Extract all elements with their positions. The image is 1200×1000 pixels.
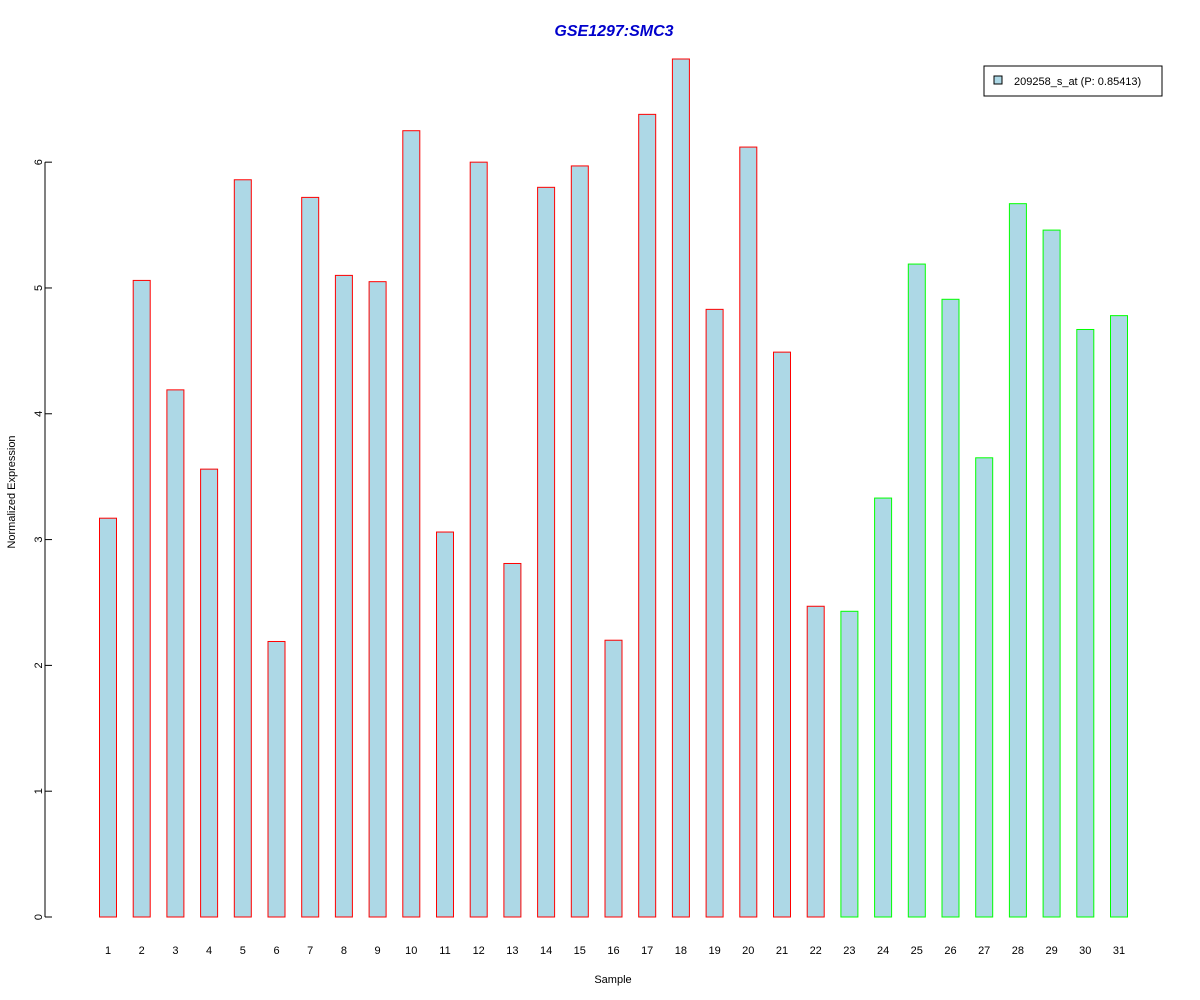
x-tick-label: 1 <box>105 945 111 957</box>
bar <box>436 531 454 918</box>
x-tick-label: 6 <box>273 945 279 957</box>
x-tick-label: 26 <box>944 945 956 957</box>
x-tick-label: 27 <box>978 945 990 957</box>
x-tick-label: 12 <box>473 945 485 957</box>
bar <box>233 179 252 918</box>
bar <box>705 308 724 918</box>
bar <box>907 263 926 918</box>
bar <box>132 279 151 918</box>
bar <box>570 165 589 918</box>
bar <box>334 274 353 918</box>
bar <box>1110 315 1128 918</box>
bar <box>671 58 690 918</box>
bar <box>301 196 320 918</box>
bar <box>402 130 421 918</box>
x-tick-label: 9 <box>375 945 381 957</box>
y-tick-label: 6 <box>33 159 45 165</box>
x-tick-label: 10 <box>405 945 417 957</box>
x-tick-label: 2 <box>139 945 145 957</box>
x-tick-label: 22 <box>810 945 822 957</box>
x-tick-label: 5 <box>240 945 246 957</box>
x-tick-label: 17 <box>641 945 653 957</box>
x-tick-label: 31 <box>1113 945 1125 957</box>
bar <box>1008 203 1027 918</box>
x-tick-label: 14 <box>540 945 552 957</box>
x-tick-label: 4 <box>206 945 212 957</box>
x-tick-label: 21 <box>776 945 788 957</box>
y-tick-label: 2 <box>33 662 45 668</box>
x-tick-label: 25 <box>911 945 923 957</box>
bar <box>806 605 825 918</box>
bar <box>503 562 522 918</box>
y-tick-label: 0 <box>33 914 45 920</box>
legend-swatch <box>993 75 1003 85</box>
bar <box>739 146 758 918</box>
x-tick-label: 8 <box>341 945 347 957</box>
x-tick-label: 15 <box>574 945 586 957</box>
y-axis-label: Normalized Expression <box>6 435 18 548</box>
x-tick-label: 29 <box>1045 945 1057 957</box>
bar <box>166 389 185 918</box>
bars <box>99 58 1128 918</box>
x-tick-label: 20 <box>742 945 754 957</box>
x-axis: 1 2 3 4 5 6 7 8 9 10 11 12 13 14 15 16 17 18 19 20 21 22 23 24 2… <box>105 945 1125 957</box>
bar <box>200 468 219 918</box>
bar <box>1042 229 1061 918</box>
x-axis-label: Sample <box>594 974 631 986</box>
y-tick-label: 5 <box>33 285 45 291</box>
x-tick-label: 11 <box>439 945 450 957</box>
bar <box>267 640 286 918</box>
legend-box <box>983 65 1163 97</box>
legend: 209258_s_at (P: 0.85413) <box>983 65 1163 97</box>
bar <box>874 497 893 918</box>
y-tick-label: 3 <box>33 537 45 543</box>
x-tick-label: 3 <box>172 945 178 957</box>
bar <box>537 186 556 918</box>
bar <box>469 161 488 918</box>
x-tick-label: 30 <box>1079 945 1091 957</box>
x-tick-label: 7 <box>307 945 313 957</box>
bar <box>638 113 657 918</box>
y-tick-label: 4 <box>33 411 45 417</box>
bar <box>1076 328 1095 918</box>
x-tick-label: 24 <box>877 945 889 957</box>
x-tick-label: 23 <box>843 945 855 957</box>
bar <box>604 639 623 918</box>
x-tick-label: 13 <box>506 945 518 957</box>
bar <box>773 351 791 918</box>
y-tick-label: 1 <box>33 788 45 794</box>
legend-label: 209258_s_at (P: 0.85413) <box>1014 76 1141 88</box>
chart-title: GSE1297:SMC3 <box>554 23 673 40</box>
bar <box>368 281 387 918</box>
bar <box>99 517 117 918</box>
x-tick-label: 16 <box>607 945 619 957</box>
x-tick-label: 19 <box>708 945 720 957</box>
bar <box>941 298 960 918</box>
bar <box>840 610 859 918</box>
x-tick-label: 28 <box>1012 945 1024 957</box>
y-axis: 0 1 2 3 4 5 6 <box>33 159 52 920</box>
x-tick-label: 18 <box>675 945 687 957</box>
bar <box>975 457 994 918</box>
